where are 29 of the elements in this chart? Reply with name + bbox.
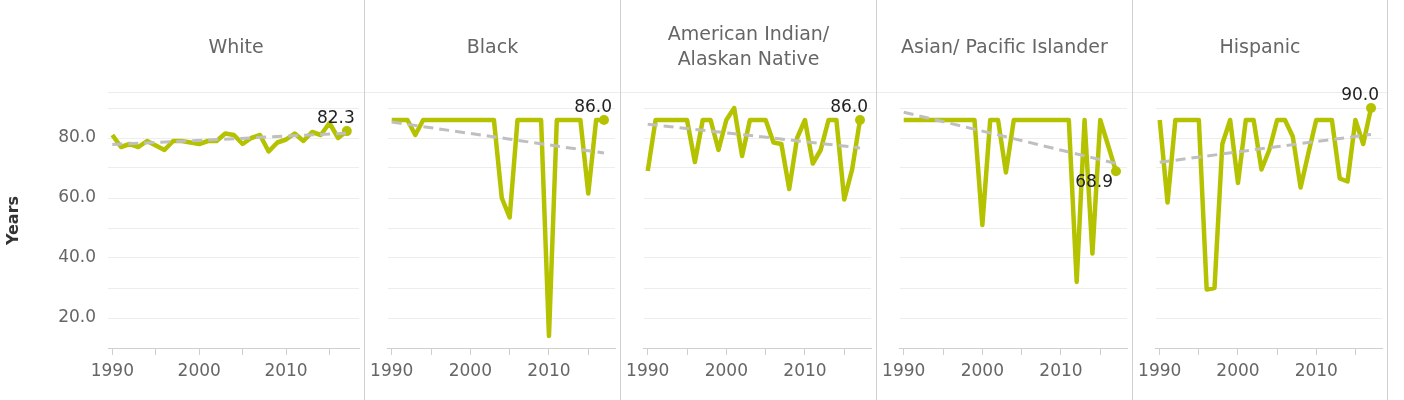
- y-axis-title: Years: [2, 195, 22, 247]
- data-label: 90.0: [1341, 83, 1380, 104]
- chart-title: White: [108, 0, 364, 93]
- x-tick-label: 1990: [370, 359, 414, 380]
- data-label: 82.3: [316, 107, 355, 128]
- x-tick-label: 2000: [448, 359, 492, 380]
- chart-title: Hispanic: [1219, 34, 1301, 57]
- x-tick-label: 2000: [177, 359, 221, 380]
- x-tick-label: 2010: [264, 359, 308, 380]
- data-label: 86.0: [830, 95, 868, 116]
- x-tick-label: 2000: [960, 359, 1004, 380]
- x-tick-label: 2000: [1216, 359, 1260, 380]
- x-tick-label: 1990: [90, 359, 134, 380]
- x-tick-label: 1990: [1138, 359, 1182, 380]
- y-tick-label: 80.0: [58, 126, 96, 147]
- x-tick-label: 2000: [704, 359, 748, 380]
- chart-title: Asian/ Pacific Islander: [877, 0, 1132, 93]
- chart-title: Black: [365, 0, 620, 93]
- x-tick-label: 1990: [882, 359, 926, 380]
- x-tick-label: 2010: [1294, 359, 1338, 380]
- data-label: 86.0: [574, 95, 612, 116]
- y-tick-label: 20.0: [58, 306, 96, 327]
- y-tick-label: 60.0: [58, 186, 96, 207]
- x-tick-label: 2010: [527, 359, 571, 380]
- x-tick-label: 2010: [1039, 359, 1083, 380]
- y-tick-label: 40.0: [58, 246, 96, 267]
- chart-title: American Indian/ Alaskan Native: [621, 0, 876, 93]
- x-tick-label: 2010: [783, 359, 827, 380]
- x-tick-label: 1990: [626, 359, 670, 380]
